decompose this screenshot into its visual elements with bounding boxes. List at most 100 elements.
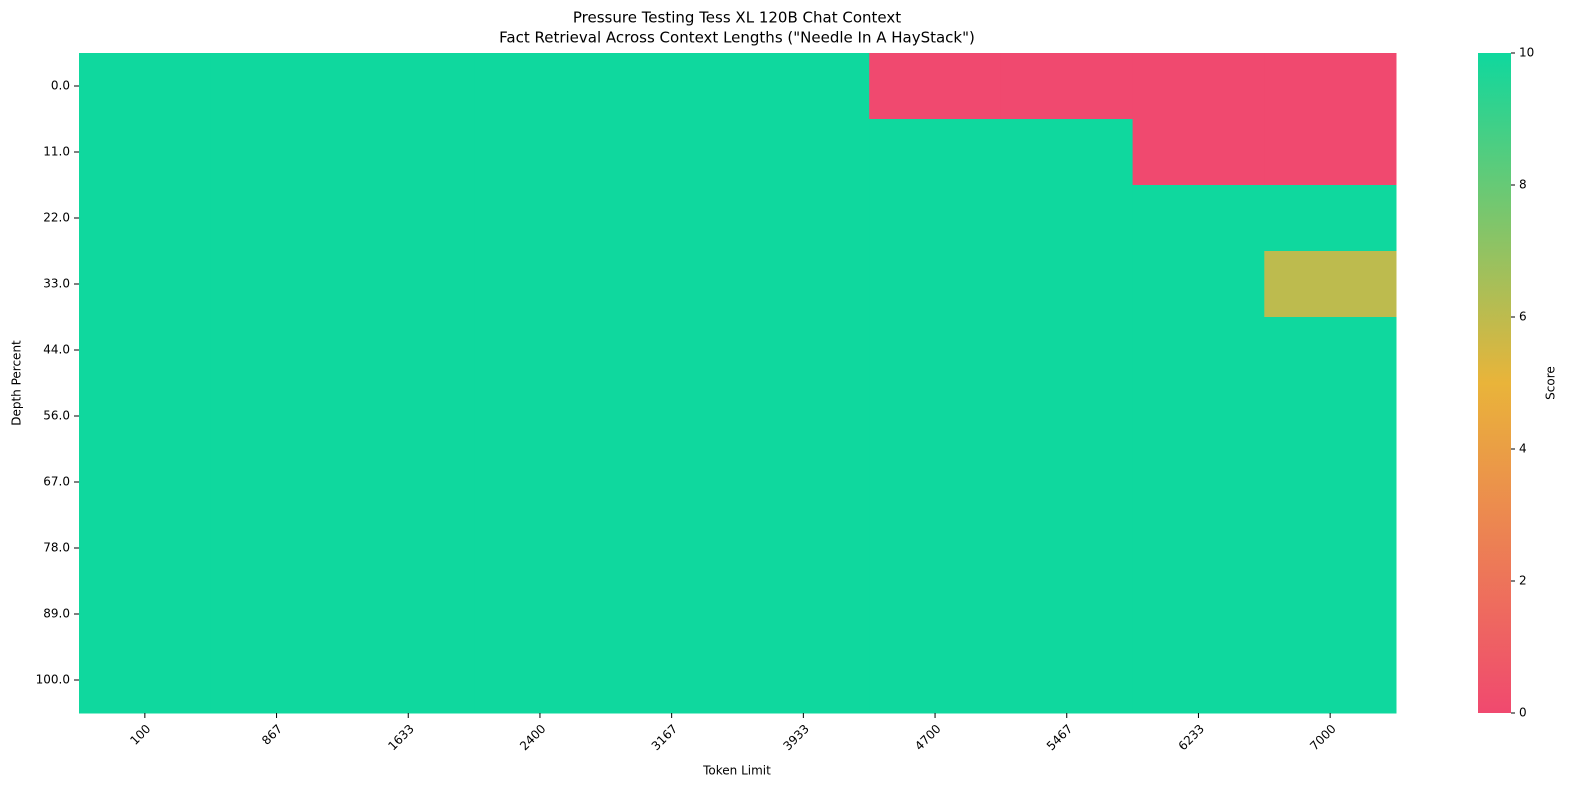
- heatmap-cell: [1132, 581, 1265, 648]
- y-tick-label: 67.0: [43, 475, 70, 489]
- heatmap-cell: [79, 647, 212, 714]
- x-tick-label: 7000: [1307, 722, 1338, 753]
- heatmap-cell: [869, 119, 1002, 186]
- heatmap-cell: [342, 449, 475, 516]
- heatmap-cell: [342, 53, 475, 120]
- heatmap-cell: [869, 317, 1002, 384]
- heatmap-cell: [737, 119, 870, 186]
- heatmap-cell: [210, 647, 343, 714]
- heatmap-cell: [1000, 53, 1134, 120]
- y-tick-label: 56.0: [43, 409, 70, 423]
- heatmap-cell: [210, 515, 343, 582]
- x-tick-label: 5467: [1044, 722, 1075, 753]
- heatmap-cell: [1000, 251, 1134, 318]
- heatmap-cell: [210, 317, 343, 384]
- heatmap-cell: [79, 581, 212, 648]
- heatmap-cell: [474, 515, 607, 582]
- heatmap-cell: [1132, 119, 1265, 186]
- heatmap-cell: [342, 185, 475, 252]
- heatmap-cell: [1000, 449, 1134, 516]
- x-tick-label: 3167: [649, 722, 680, 753]
- heatmap-cell: [869, 515, 1002, 582]
- heatmap-cell: [79, 383, 212, 450]
- heatmap-cell: [474, 53, 607, 120]
- x-tick-label: 867: [259, 722, 285, 748]
- heatmap-cell: [1132, 53, 1265, 120]
- colorbar-tick-label: 2: [1519, 574, 1527, 588]
- heatmap-cell: [1132, 647, 1265, 714]
- colorbar-tick-label: 10: [1519, 46, 1534, 60]
- heatmap-cell: [1264, 647, 1397, 714]
- heatmap-cell: [605, 647, 738, 714]
- colorbar: [1478, 53, 1511, 713]
- x-tick-label: 1633: [385, 722, 416, 753]
- heatmap-cell: [79, 317, 212, 384]
- heatmap-cell: [869, 647, 1002, 714]
- x-tick-label: 4700: [912, 722, 943, 753]
- heatmap-cell: [342, 581, 475, 648]
- y-axis-label: Depth Percent: [10, 340, 24, 426]
- heatmap-cell: [1264, 581, 1397, 648]
- y-tick-label: 44.0: [43, 343, 70, 357]
- heatmap-cell: [869, 581, 1002, 648]
- chart-title: Pressure Testing Tess XL 120B Chat Conte…: [573, 9, 901, 27]
- heatmap-cell: [79, 119, 212, 186]
- heatmap-cell: [1264, 185, 1397, 252]
- heatmap-cell: [474, 185, 607, 252]
- heatmap-cell: [79, 515, 212, 582]
- heatmap-cell: [1132, 383, 1265, 450]
- heatmap-cell: [342, 515, 475, 582]
- y-tick-label: 89.0: [43, 607, 70, 621]
- heatmap-cell: [210, 581, 343, 648]
- heatmap-cell: [737, 383, 870, 450]
- x-tick-label: 100: [127, 722, 153, 748]
- heatmap-cell: [605, 383, 738, 450]
- heatmap-cell: [605, 119, 738, 186]
- heatmap-cell: [737, 581, 870, 648]
- heatmap-cell: [1264, 119, 1397, 186]
- heatmap-cell: [869, 53, 1002, 120]
- heatmap-cell: [79, 449, 212, 516]
- heatmap-cell: [1264, 515, 1397, 582]
- heatmap-cell: [474, 119, 607, 186]
- heatmap-cell: [1000, 515, 1134, 582]
- heatmap-cell: [1000, 185, 1134, 252]
- heatmap-cell: [342, 383, 475, 450]
- heatmap-cell: [737, 185, 870, 252]
- colorbar-tick-label: 8: [1519, 178, 1527, 192]
- heatmap-cell: [1000, 647, 1134, 714]
- colorbar-label: Score: [1544, 366, 1558, 400]
- heatmap-cell: [79, 53, 212, 120]
- heatmap-cell: [1264, 449, 1397, 516]
- heatmap-cell: [1000, 383, 1134, 450]
- heatmap-cell: [1132, 449, 1265, 516]
- heatmap-cell: [342, 647, 475, 714]
- heatmap-cell: [474, 383, 607, 450]
- heatmap-cell: [474, 647, 607, 714]
- heatmap-cell: [1264, 383, 1397, 450]
- heatmap-cell: [605, 581, 738, 648]
- heatmap-cell: [1264, 317, 1397, 384]
- heatmap-cell: [210, 449, 343, 516]
- heatmap-cell: [1132, 185, 1265, 252]
- colorbar-tick-label: 6: [1519, 310, 1527, 324]
- heatmap-cell: [605, 53, 738, 120]
- heatmap-cell: [737, 317, 870, 384]
- colorbar-tick-label: 0: [1519, 706, 1527, 720]
- heatmap-cell: [737, 251, 870, 318]
- heatmap-cell: [605, 317, 738, 384]
- heatmap-cell: [210, 251, 343, 318]
- heatmap-cell: [79, 251, 212, 318]
- heatmap-cell: [342, 251, 475, 318]
- y-tick-label: 100.0: [36, 673, 70, 687]
- heatmap-cell: [1000, 119, 1134, 186]
- x-tick-label: 6233: [1176, 722, 1207, 753]
- heatmap-cell: [474, 317, 607, 384]
- heatmap-cell: [737, 53, 870, 120]
- x-tick-label: 3933: [780, 722, 811, 753]
- y-tick-label: 78.0: [43, 541, 70, 555]
- heatmap-cell: [79, 185, 212, 252]
- heatmap-cell: [869, 251, 1002, 318]
- heatmap-cell: [210, 119, 343, 186]
